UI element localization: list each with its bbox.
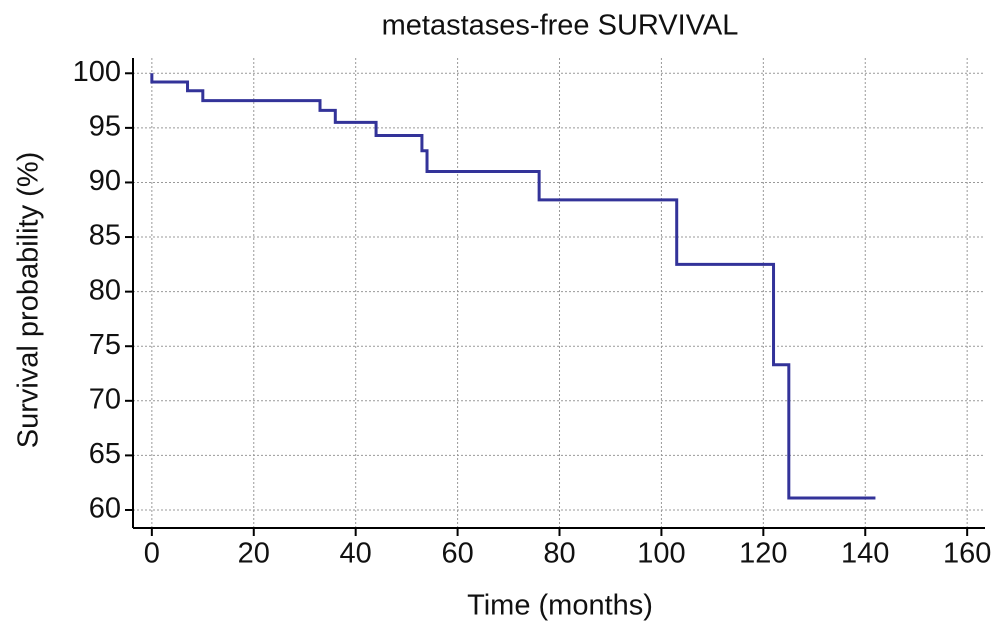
x-tick-label: 140 [841, 538, 889, 570]
x-tick-label: 0 [144, 538, 160, 570]
x-axis-label: Time (months) [467, 590, 653, 622]
x-tick-label: 100 [637, 538, 685, 570]
y-tick-label: 95 [89, 111, 121, 143]
x-tick-label: 20 [238, 538, 270, 570]
y-axis-label: Survival probability (%) [13, 152, 45, 449]
y-tick-label: 70 [89, 383, 121, 415]
y-tick-label: 65 [89, 438, 121, 470]
y-tick-label: 90 [89, 165, 121, 197]
y-tick-label: 80 [89, 274, 121, 306]
x-tick-label: 160 [943, 538, 991, 570]
survival-curve [150, 73, 876, 500]
chart-title: metastases-free SURVIVAL [382, 10, 739, 42]
x-tick-label: 60 [441, 538, 473, 570]
y-tick-label: 75 [89, 329, 121, 361]
x-tick-label: 80 [543, 538, 575, 570]
y-tick-label: 100 [73, 56, 121, 88]
x-tick-label: 120 [739, 538, 787, 570]
y-tick-label: 85 [89, 220, 121, 252]
y-tick-label: 60 [89, 493, 121, 525]
x-tick-label: 40 [340, 538, 372, 570]
